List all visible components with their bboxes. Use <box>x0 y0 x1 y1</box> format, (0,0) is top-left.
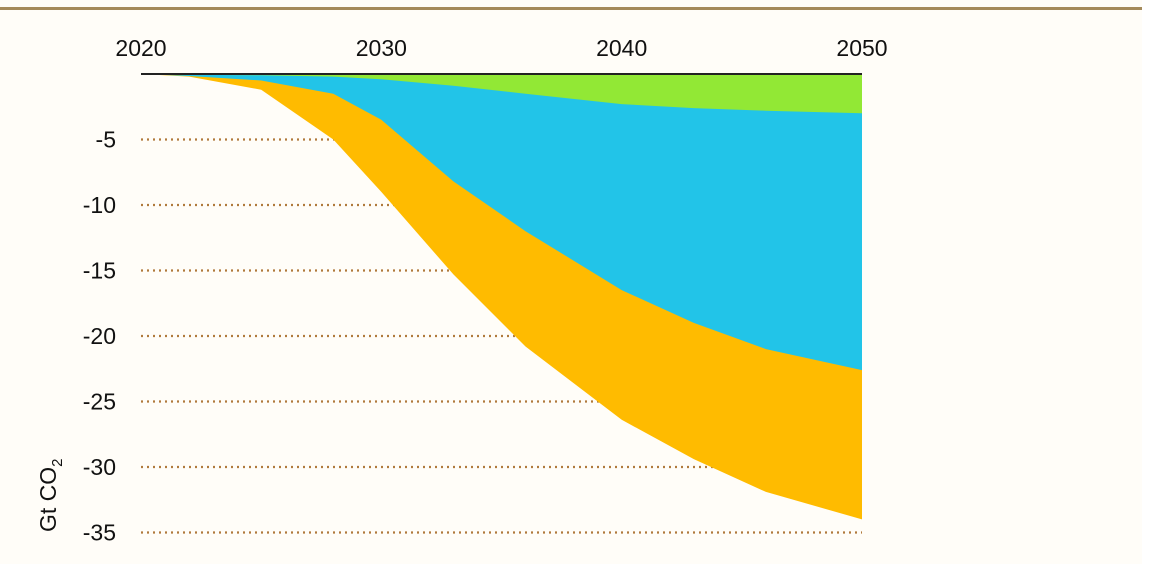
y-tick--15: -15 <box>83 258 116 284</box>
top-rule <box>0 7 1142 10</box>
y-tick--35: -35 <box>83 520 116 546</box>
x-tick-2030: 2030 <box>356 35 407 61</box>
tick-labels: 2020 2030 2040 2050 -5 -10 -15 -20 -25 -30 -35 Gt C… <box>35 35 888 546</box>
right-margin <box>1142 0 1152 564</box>
x-tick-2020: 2020 <box>115 35 166 61</box>
y-tick--10: -10 <box>83 192 116 218</box>
area-series <box>141 74 862 520</box>
area-green <box>141 74 862 114</box>
y-axis-label: Gt CO2 <box>35 458 66 532</box>
x-tick-2040: 2040 <box>596 35 647 61</box>
y-axis-label-subscript: 2 <box>49 458 66 466</box>
x-tick-2050: 2050 <box>836 35 887 61</box>
y-tick--20: -20 <box>83 323 116 349</box>
y-tick--5: -5 <box>96 127 116 153</box>
area-blue <box>141 74 862 371</box>
y-tick--25: -25 <box>83 389 116 415</box>
y-tick--30: -30 <box>83 454 116 480</box>
